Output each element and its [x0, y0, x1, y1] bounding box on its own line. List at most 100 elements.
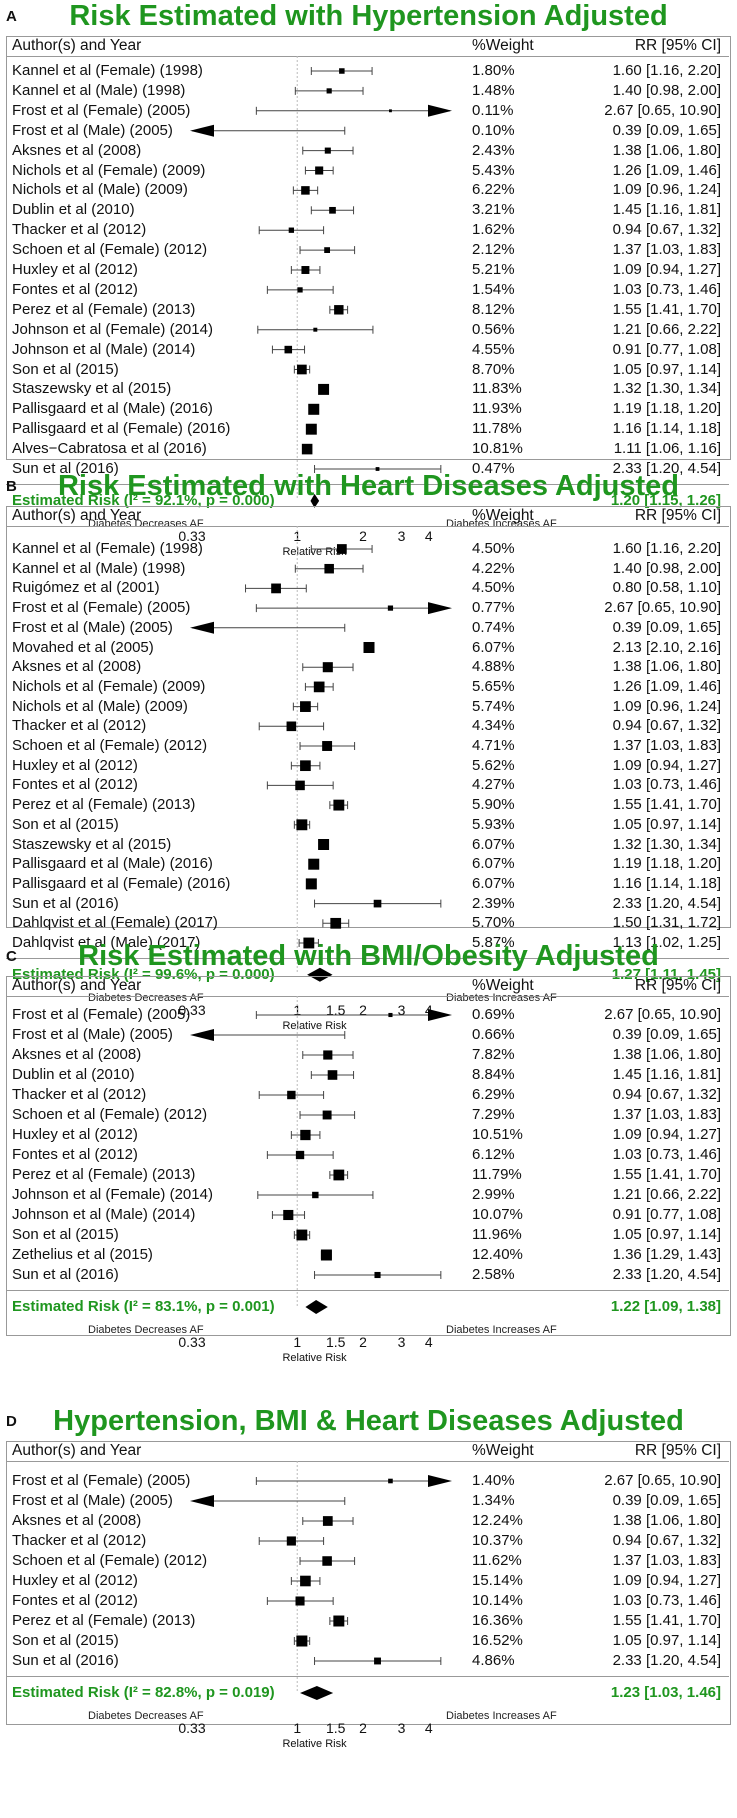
study-weight: 15.14% — [472, 1572, 523, 1589]
study-author: Staszewsky et al (2015) — [12, 380, 172, 398]
study-row: Nichols et al (Male) (2009) 6.22% 1.09 [0.… — [0, 181, 737, 199]
study-marker — [284, 345, 293, 354]
study-rr-ci: 0.94 [0.67, 1.32] — [612, 221, 721, 239]
header-author: Author(s) and Year — [12, 507, 142, 524]
summary-label: Estimated Risk (I² = 82.8%, p = 0.019) — [12, 1684, 275, 1701]
summary-divider — [6, 957, 729, 959]
study-rr-ci: 1.37 [1.03, 1.83] — [612, 1106, 721, 1123]
study-author: Sun et al (2016) — [12, 894, 119, 912]
study-author: Son et al (2015) — [12, 815, 119, 833]
header-divider — [6, 526, 729, 527]
study-rr-ci: 0.39 [0.09, 1.65] — [612, 618, 721, 636]
study-author: Alves−Cabratosa et al (2016) — [12, 440, 207, 458]
study-row: Sun et al (2016) 2.58% 2.33 [1.20, 4.54] — [0, 1266, 737, 1284]
study-author: Thacker et al (2012) — [12, 717, 147, 735]
study-weight: 1.54% — [472, 280, 515, 298]
study-row: Pallisgaard et al (Male) (2016) 6.07% 1.19… — [0, 855, 737, 873]
study-weight: 5.93% — [472, 815, 515, 833]
x-tick-label: 1.5 — [325, 1720, 346, 1736]
study-rr-ci: 1.40 [0.98, 2.00] — [612, 81, 721, 99]
summary-label: Estimated Risk (I² = 83.1%, p = 0.001) — [12, 1298, 275, 1315]
study-author: Sun et al (2016) — [12, 1266, 119, 1283]
study-author: Frost et al (Male) (2005) — [12, 1026, 173, 1043]
study-rr-ci: 1.16 [1.14, 1.18] — [612, 874, 721, 892]
study-rr-ci: 1.09 [0.94, 1.27] — [612, 756, 721, 774]
study-row: Frost et al (Female) (2005) 1.40% 2.67 [0.… — [0, 1472, 737, 1490]
x-tick-label: 1.5 — [325, 1001, 346, 1018]
study-row: Perez et al (Female) (2013) 16.36% 1.55 [1… — [0, 1612, 737, 1630]
study-row: Aksnes et al (2008) 4.88% 1.38 [1.06, 1.80… — [0, 658, 737, 676]
study-weight: 10.14% — [472, 1592, 523, 1609]
left-direction-label: Diabetes Decreases AF — [88, 1324, 204, 1336]
study-author: Aksnes et al (2008) — [12, 658, 142, 676]
study-rr-ci: 1.05 [0.97, 1.14] — [612, 1226, 721, 1243]
study-author: Sun et al (2016) — [12, 460, 119, 477]
study-author: Thacker et al (2012) — [12, 221, 147, 239]
study-weight: 16.52% — [472, 1632, 523, 1649]
study-author: Frost et al (Male) (2005) — [12, 618, 173, 636]
study-marker — [300, 1575, 311, 1587]
study-rr-ci: 1.37 [1.03, 1.83] — [612, 1552, 721, 1569]
study-rr-ci: 1.03 [0.73, 1.46] — [612, 1146, 721, 1163]
study-row: Schoen et al (Female) (2012) 7.29% 1.37 [1… — [0, 1106, 737, 1124]
study-row: Staszewsky et al (2015) 11.83% 1.32 [1.30,… — [0, 380, 737, 398]
study-author: Kannel et al (Female) (1998) — [12, 540, 203, 557]
study-author: Johnson et al (Female) (2014) — [12, 320, 213, 338]
study-author: Frost et al (Male) (2005) — [12, 1492, 173, 1509]
study-marker — [322, 741, 333, 751]
study-rr-ci: 2.33 [1.20, 4.54] — [612, 1266, 721, 1283]
study-marker — [295, 1596, 305, 1606]
study-author: Huxley et al (2012) — [12, 261, 138, 278]
study-weight: 1.40% — [472, 1472, 515, 1489]
panel-title: Risk Estimated with Heart Diseases Adjus… — [57, 470, 680, 502]
study-row: Thacker et al (2012) 4.34% 0.94 [0.67, 1.3… — [0, 717, 737, 735]
study-weight: 5.74% — [472, 697, 515, 715]
left-direction-label: Diabetes Decreases AF — [88, 1710, 204, 1722]
study-author: Huxley et al (2012) — [12, 756, 138, 774]
panel-letter: D — [6, 1413, 17, 1430]
study-author: Zethelius et al (2015) — [12, 1246, 153, 1263]
study-rr-ci: 2.67 [0.65, 10.90] — [604, 1006, 721, 1023]
x-tick-label: 2 — [359, 527, 367, 544]
study-marker — [373, 899, 382, 908]
x-tick-label: 3 — [397, 1001, 406, 1018]
study-rr-ci: 1.03 [0.73, 1.46] — [612, 280, 721, 298]
study-weight: 2.12% — [472, 241, 515, 259]
x-tick-label: 4 — [424, 527, 433, 544]
study-marker — [387, 605, 394, 611]
study-rr-ci: 1.05 [0.97, 1.14] — [612, 360, 721, 378]
study-weight: 12.40% — [472, 1246, 523, 1263]
study-rr-ci: 1.19 [1.18, 1.20] — [612, 855, 721, 873]
study-row: Pallisgaard et al (Female) (2016) 11.78% 1… — [0, 420, 737, 438]
study-author: Schoen et al (Female) (2012) — [12, 1552, 208, 1569]
header-weight: %Weight — [472, 1442, 534, 1459]
x-tick-label: 3 — [397, 1720, 406, 1736]
study-author: Thacker et al (2012) — [12, 1086, 147, 1103]
study-weight: 5.62% — [472, 756, 515, 774]
study-marker — [333, 1169, 345, 1181]
study-rr-ci: 1.09 [0.94, 1.27] — [612, 261, 721, 278]
study-row: Alves−Cabratosa et al (2016) 10.81% 1.11 [… — [0, 440, 737, 458]
x-tick-label: 0.33 — [178, 1334, 206, 1350]
study-author: Fontes et al (2012) — [12, 1592, 138, 1609]
study-weight: 0.74% — [472, 618, 515, 636]
study-rr-ci: 1.37 [1.03, 1.83] — [612, 737, 721, 754]
x-tick-label: 0.33 — [178, 1001, 206, 1018]
header-weight: %Weight — [472, 977, 534, 994]
summary-divider — [6, 1290, 729, 1291]
study-author: Huxley et al (2012) — [12, 1572, 138, 1589]
study-weight: 16.36% — [472, 1612, 523, 1629]
study-marker — [287, 1090, 296, 1100]
forest-plot-area — [190, 1461, 452, 1700]
study-weight: 11.62% — [472, 1552, 522, 1569]
study-author: Dahlqvist et al (Male) (2017) — [12, 934, 201, 951]
study-weight: 5.43% — [472, 161, 515, 179]
study-row: Schoen et al (Female) (2012) 4.71% 1.37 [1… — [0, 737, 737, 755]
study-marker — [320, 1249, 332, 1261]
x-axis-title: Relative Risk — [282, 1352, 347, 1364]
study-rr-ci: 0.39 [0.09, 1.65] — [612, 1026, 721, 1043]
study-row: Son et al (2015) 16.52% 1.05 [0.97, 1.14] — [0, 1632, 737, 1650]
study-weight: 8.12% — [472, 300, 515, 318]
study-marker — [313, 327, 318, 332]
study-rr-ci: 1.09 [0.96, 1.24] — [612, 181, 721, 199]
